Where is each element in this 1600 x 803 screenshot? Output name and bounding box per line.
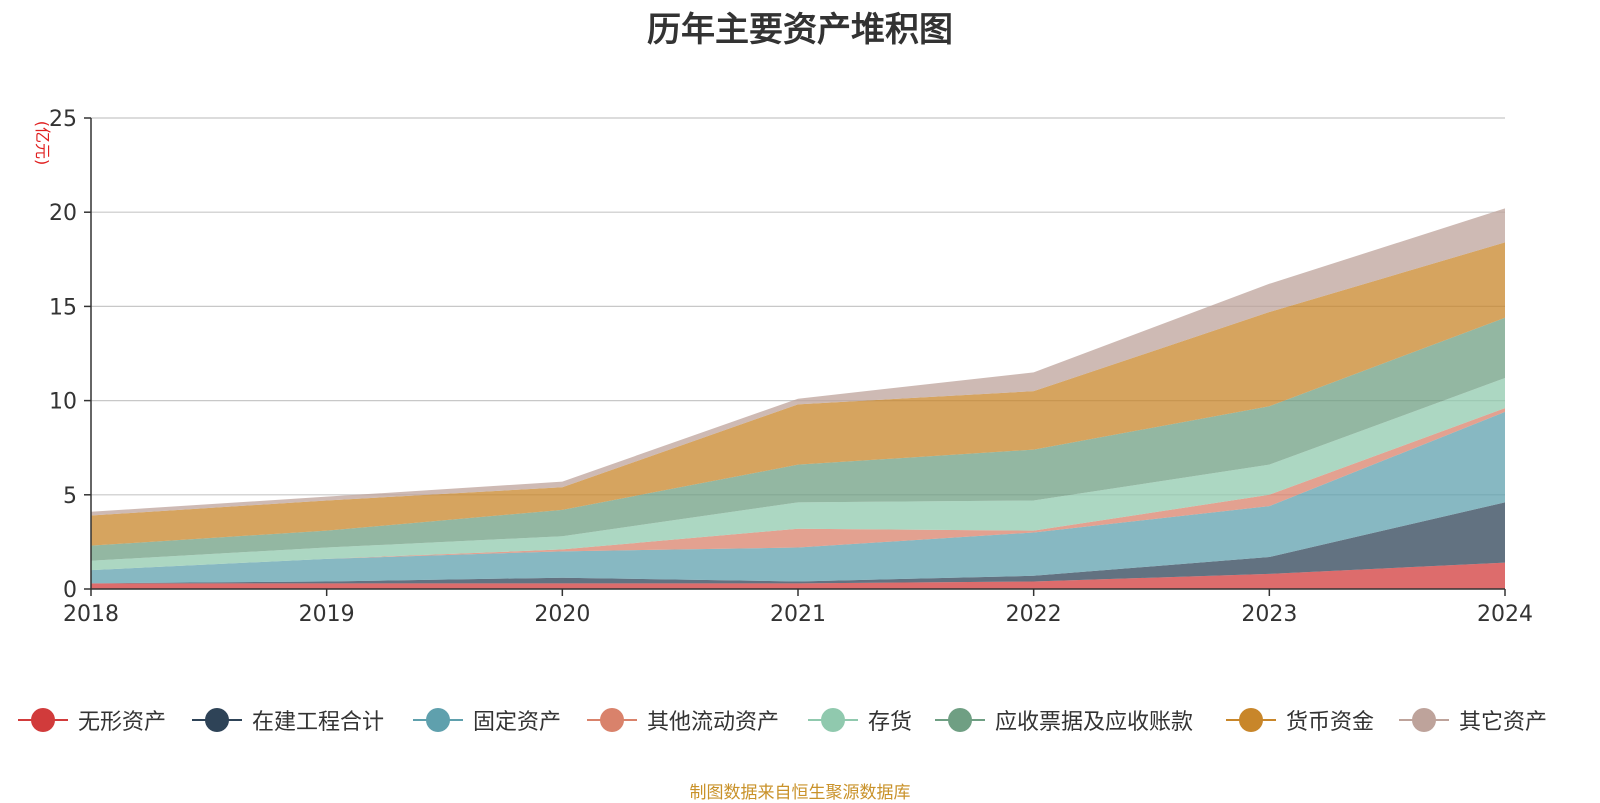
legend-item-4[interactable]: 其他流动资产 — [587, 706, 780, 735]
legend-item-3[interactable]: 固定资产 — [413, 706, 562, 735]
x-tick-label: 2024 — [1477, 602, 1533, 627]
legend-label: 无形资产 — [78, 710, 167, 735]
area-series-1 — [91, 562, 1505, 589]
y-axis-unit-label: (亿元) — [33, 121, 52, 166]
legend-item-5[interactable]: 存货 — [808, 706, 913, 735]
y-tick-label: 0 — [63, 578, 77, 603]
legend-marker-icon — [1399, 706, 1449, 734]
data-source-note: 制图数据来自恒生聚源数据库 — [689, 783, 911, 803]
stacked-area-chart: 0 5 10 15 20 25 2018 2019 2020 2021 2022 2023 2024 (亿… — [33, 107, 1533, 627]
legend-item-7[interactable]: 货币资金 — [1226, 706, 1375, 735]
legend-marker-icon — [587, 706, 637, 734]
x-tick-label: 2021 — [770, 602, 826, 627]
area-series-5 — [91, 377, 1505, 571]
area-series-6 — [91, 317, 1505, 561]
y-tick-label: 5 — [63, 484, 77, 509]
legend-label: 在建工程合计 — [252, 710, 385, 735]
x-tick-label: 2023 — [1241, 602, 1297, 627]
legend: 无形资产 在建工程合计 固定资产 其他流动资产 存货 应收票据及应收账款 货币资金 其它资产 — [0, 700, 1600, 740]
y-tick-label: 20 — [49, 201, 77, 226]
legend-marker-icon — [1226, 706, 1276, 734]
legend-item-2[interactable]: 在建工程合计 — [192, 706, 385, 735]
chart-title: 历年主要资产堆积图 — [647, 10, 953, 50]
legend-marker-icon — [808, 706, 858, 734]
area-series-3 — [91, 411, 1505, 584]
legend-item-6[interactable]: 应收票据及应收账款 — [935, 706, 1194, 735]
y-tick-label: 15 — [49, 295, 77, 320]
legend-item-8[interactable]: 其它资产 — [1399, 706, 1548, 735]
legend-label: 应收票据及应收账款 — [995, 710, 1194, 735]
legend-label: 货币资金 — [1286, 710, 1375, 735]
legend-marker-icon — [18, 706, 68, 734]
y-tick-label: 10 — [49, 390, 77, 415]
x-tick-label: 2018 — [63, 602, 119, 627]
legend-label: 固定资产 — [473, 710, 562, 735]
legend-item-1[interactable]: 无形资产 — [18, 706, 167, 735]
legend-marker-icon — [413, 706, 463, 734]
x-tick-label: 2022 — [1006, 602, 1062, 627]
area-series-7 — [91, 242, 1505, 546]
x-tick-label: 2020 — [534, 602, 590, 627]
legend-marker-icon — [935, 706, 985, 734]
legend-label: 其它资产 — [1459, 710, 1548, 735]
legend-label: 存货 — [868, 710, 913, 735]
area-series-4 — [91, 408, 1505, 571]
legend-marker-icon — [192, 706, 242, 734]
legend-label: 其他流动资产 — [647, 710, 780, 735]
y-tick-label: 25 — [49, 107, 77, 132]
x-tick-label: 2019 — [299, 602, 355, 627]
